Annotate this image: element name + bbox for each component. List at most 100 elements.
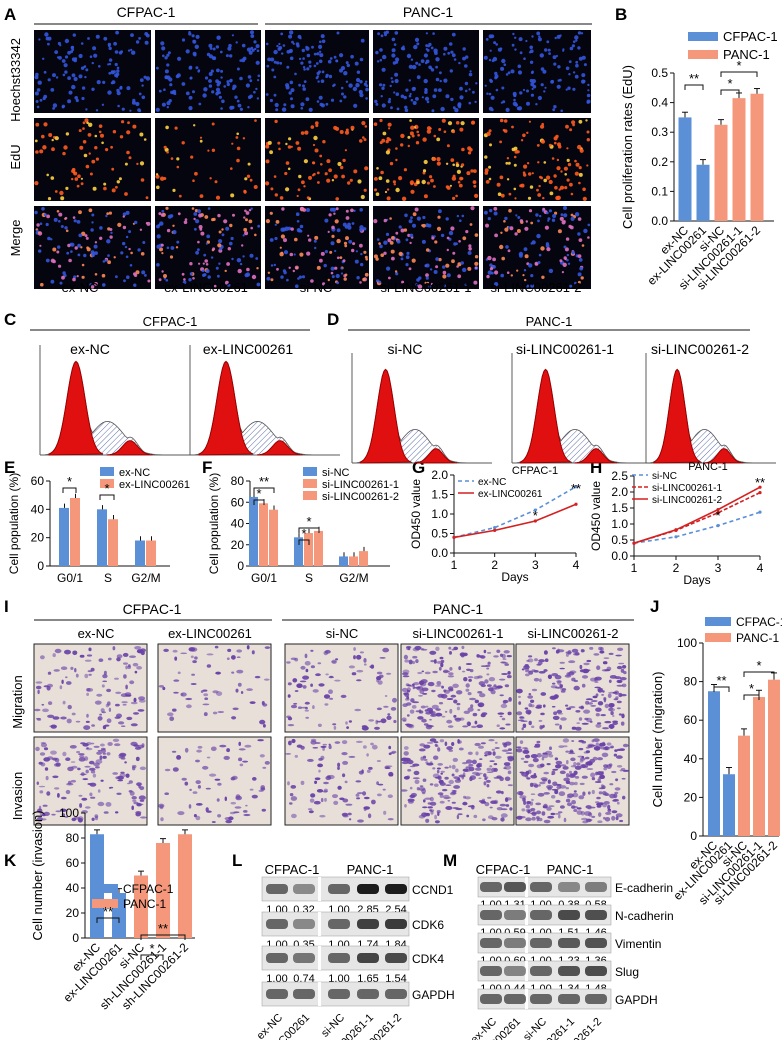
chJ-bar-1 [723, 774, 735, 836]
chH-legend-label-1: si-LINC00261-1 [652, 483, 722, 494]
chJ-sig-bracket-1 [743, 694, 760, 700]
blotL-protein-2: CDK4 [412, 952, 444, 966]
panel-label-e: E [4, 458, 15, 477]
chK-ytick-label-5: 100 [59, 806, 79, 820]
chH-ytick-label-1: 0.5 [611, 533, 628, 547]
chG-ylabel: OD450 value [409, 479, 423, 549]
blotM-lane-label-2: si-NC [521, 1016, 549, 1040]
blotL-band-1-2 [328, 919, 350, 929]
chF-bar-2-2 [359, 551, 368, 566]
chH-ytick-label-2: 1.0 [611, 517, 628, 531]
flow-g1-peak-3 [519, 368, 573, 464]
transwell-r1-c2 [284, 736, 399, 826]
chF-sig-star-3: * [301, 526, 306, 541]
micrograph-a-r0-c4 [483, 30, 591, 113]
i-group-header-cfpac: CFPAC-1 [123, 601, 182, 617]
d-label-2: si-LINC00261-1 [516, 341, 614, 357]
blotL-band-1-0 [266, 919, 288, 929]
chK-sig-star-1: * [149, 941, 154, 956]
panel-label-i: I [4, 597, 9, 616]
chK-sig-star-2: ** [158, 921, 168, 936]
group-header-cfpac: CFPAC-1 [117, 4, 176, 20]
chJ-sig-bracket-0 [713, 686, 730, 692]
panel-label-m: M [443, 851, 457, 870]
i-col-label-3: si-NC [326, 626, 359, 641]
chF-bar-0-0 [249, 496, 258, 566]
chE-xlabel-2: G2/M [131, 571, 160, 585]
chB-ytick-label-3: 0.3 [651, 125, 668, 139]
chJ-legend-label-0: CFPAC-1 [736, 615, 782, 629]
panel-label-l: L [232, 851, 242, 870]
chK-legend-swatch-0 [92, 884, 118, 893]
chH-line-2 [633, 486, 761, 544]
chB-ylabel: Cell proliferation rates (EdU) [620, 65, 635, 229]
blotL-band-3-3 [357, 989, 379, 999]
i-col-label-5: si-LINC00261-2 [527, 626, 618, 641]
chK-legend-label-0: CFPAC-1 [123, 882, 174, 896]
row-label-migration: Migration [10, 675, 25, 728]
chF-sig-bracket-3 [298, 539, 310, 545]
chG-xtick-label-0: 1 [451, 558, 458, 572]
blotL-header-panc: PANC-1 [347, 862, 394, 877]
chK-sig-bracket-0 [96, 917, 120, 923]
blotL-band-3-4 [385, 989, 407, 999]
blotM-band-1-2 [530, 910, 552, 920]
blotM-band-0-3 [558, 882, 580, 892]
chE-legend-label-0: ex-NC [119, 467, 150, 479]
chE-bar-0-0 [59, 507, 69, 566]
blotL-band-1-3 [357, 919, 379, 929]
chH-point-2-1 [674, 528, 678, 532]
blotL-header-cfpac: CFPAC-1 [265, 862, 320, 877]
chK-ylabel: Cell number (invasion) [30, 810, 45, 940]
chE-xlabel-1: S [104, 571, 112, 585]
a-col-label-5: si-LINC00261-2 [490, 280, 581, 295]
chG-title: CFPAC-1 [512, 465, 558, 477]
blotM-band-4-4 [585, 994, 607, 1004]
blotL-band-2-1 [293, 953, 315, 963]
panel-label-k: K [4, 851, 17, 870]
chK-sig-star-0: ** [103, 904, 113, 919]
transwell-r0-c4 [515, 643, 630, 733]
blotM-header-panc: PANC-1 [547, 862, 594, 877]
blotM-band-3-0 [480, 966, 502, 976]
chF-bar-0-2 [269, 509, 278, 566]
chB-legend-label-0: CFPAC-1 [723, 29, 778, 44]
flow-g1-peak-0 [48, 360, 104, 456]
chB-sig-bracket-0 [684, 84, 704, 90]
flow-g1-peak-4 [653, 368, 703, 464]
blotM-band-3-1 [504, 966, 526, 976]
blotL-band-2-4 [385, 953, 407, 963]
chH-xlabel: Days [683, 573, 710, 587]
chJ-sig-bracket-2 [743, 671, 775, 677]
blotL-protein-1: CDK6 [412, 918, 444, 932]
chB-bar-2 [714, 124, 728, 221]
chE-ytick-label-3: 60 [31, 474, 45, 488]
chH-xtick-label-1: 2 [673, 561, 680, 575]
chH-point-2-3 [758, 485, 762, 489]
blotM-band-4-3 [558, 994, 580, 1004]
chH-sig-star-1: ** [755, 475, 765, 490]
chG-point-1-2 [533, 519, 537, 523]
flow-cytometry-histograms [39, 345, 776, 464]
flow-g2-peak-2 [414, 448, 458, 464]
chG-ytick-label-0: 0.0 [431, 546, 448, 560]
chH-title: PANC-1 [688, 461, 728, 473]
chE-sig-bracket-0 [62, 487, 77, 493]
chH-point-2-2 [716, 508, 720, 512]
chB-legend-label-1: PANC-1 [723, 47, 770, 62]
chF-legend-swatch-0 [303, 467, 317, 476]
blotL-band-1-1 [293, 919, 315, 929]
chE-bar-1-0 [97, 509, 107, 566]
panel-label-c: C [4, 310, 16, 329]
chF-bar-1-2 [314, 530, 323, 566]
blotM-protein-1: N-cadherin [615, 909, 674, 923]
chB-bar-4 [750, 93, 764, 221]
blotL-band-3-0 [266, 989, 288, 999]
blotM-band-2-0 [480, 938, 502, 948]
micrograph-a-r1-c0 [34, 118, 151, 201]
blotM-header-cfpac: CFPAC-1 [476, 862, 531, 877]
chH-ytick-label-0: 0.0 [611, 549, 628, 563]
chK-ytick-label-1: 20 [66, 906, 80, 920]
